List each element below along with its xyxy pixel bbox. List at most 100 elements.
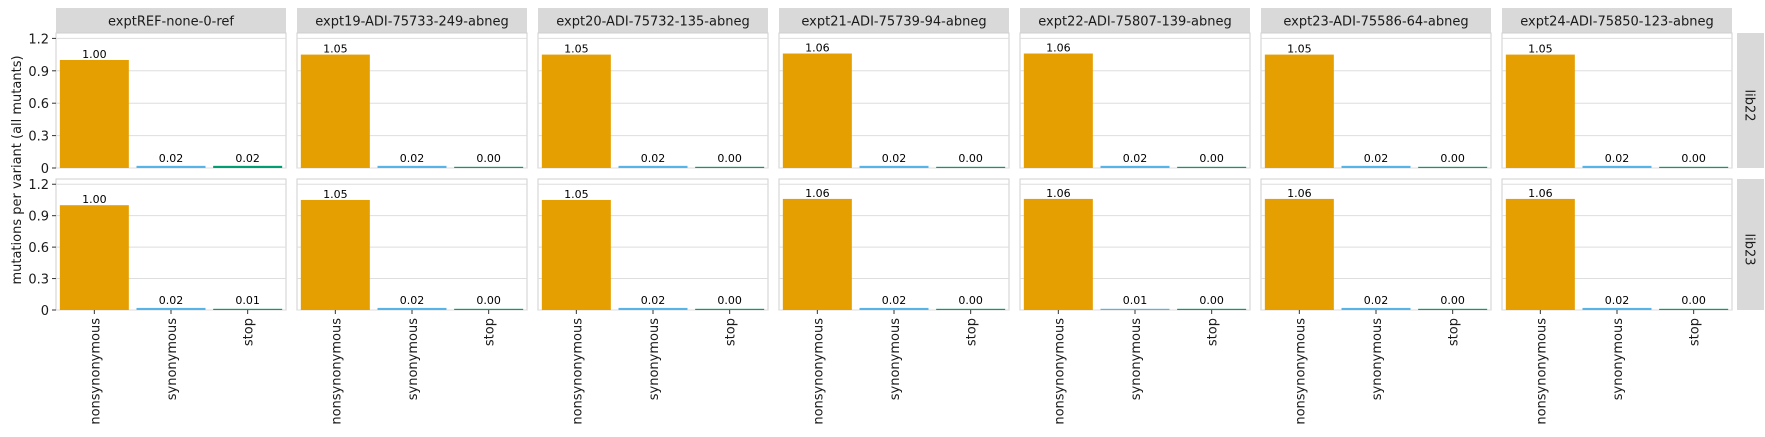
- bar-nonsynonymous: [1023, 53, 1093, 168]
- bar-value-label: 0.02: [235, 152, 260, 165]
- column-strip: [779, 8, 1009, 33]
- bar-value-label: 0.00: [958, 294, 983, 307]
- y-tick-label: 0.6: [28, 241, 49, 256]
- column-strip: [297, 8, 527, 33]
- bar-stop: [1659, 166, 1729, 168]
- bar-synonymous: [1341, 307, 1411, 310]
- bar-value-label: 0.02: [1123, 152, 1148, 165]
- bar-nonsynonymous: [541, 54, 611, 168]
- y-axis-title: mutations per variant (all mutants): [10, 55, 25, 284]
- bar-nonsynonymous: [782, 198, 852, 310]
- bar-stop: [213, 308, 283, 310]
- y-tick-label: 0: [41, 304, 49, 319]
- x-tick-label: nonsynonymous: [329, 318, 344, 425]
- bar-nonsynonymous: [1505, 54, 1575, 168]
- bar-stop: [1659, 308, 1729, 310]
- bar-value-label: 1.00: [82, 193, 107, 206]
- bar-value-label: 0.02: [400, 152, 425, 165]
- x-tick-label: stop: [1688, 318, 1703, 346]
- bar-nonsynonymous: [782, 53, 852, 168]
- bar-synonymous: [859, 165, 929, 168]
- bar-value-label: 0.01: [1123, 294, 1148, 307]
- bar-nonsynonymous: [1264, 198, 1334, 310]
- bar-synonymous: [377, 307, 447, 310]
- bar-stop: [695, 308, 765, 310]
- bar-synonymous: [377, 165, 447, 168]
- bar-synonymous: [1100, 165, 1170, 168]
- x-tick-label: synonymous: [1129, 318, 1144, 400]
- column-strip: [1261, 8, 1491, 33]
- x-tick-label: stop: [1206, 318, 1221, 346]
- bar-synonymous: [1582, 307, 1652, 310]
- bar-value-label: 0.02: [882, 152, 907, 165]
- column-strip-label: expt24-ADI-75850-123-abneg: [1520, 15, 1713, 30]
- bar-value-label: 0.02: [641, 152, 666, 165]
- y-tick-label: 1.2: [28, 178, 49, 193]
- x-tick-label: synonymous: [647, 318, 662, 400]
- bar-value-label: 1.06: [1528, 187, 1553, 200]
- bar-value-label: 0.02: [159, 152, 184, 165]
- bar-value-label: 0.00: [476, 294, 501, 307]
- bar-value-label: 1.00: [82, 48, 107, 61]
- bar-value-label: 0.00: [1440, 152, 1465, 165]
- x-tick-label: stop: [724, 318, 739, 346]
- bar-value-label: 0.00: [1440, 294, 1465, 307]
- column-strip-label: expt22-ADI-75807-139-abneg: [1038, 15, 1231, 30]
- y-tick-label: 0.6: [28, 97, 49, 112]
- bar-value-label: 0.02: [159, 294, 184, 307]
- bar-nonsynonymous: [300, 199, 370, 310]
- bar-synonymous: [618, 307, 688, 310]
- bar-stop: [213, 165, 283, 168]
- bar-stop: [1177, 308, 1247, 310]
- row-strip-label: lib23: [1742, 233, 1757, 265]
- bar-value-label: 1.06: [805, 42, 830, 55]
- bar-synonymous: [1100, 308, 1170, 310]
- bar-stop: [695, 166, 765, 168]
- x-tick-label: stop: [242, 318, 257, 346]
- bar-value-label: 0.00: [717, 294, 742, 307]
- column-strip-label: expt23-ADI-75586-64-abneg: [1283, 15, 1468, 30]
- column-strip-label: expt20-ADI-75732-135-abneg: [556, 15, 749, 30]
- bar-value-label: 0.02: [400, 294, 425, 307]
- y-tick-label: 0: [41, 162, 49, 177]
- bar-value-label: 1.06: [805, 187, 830, 200]
- column-strip-label: expt21-ADI-75739-94-abneg: [801, 15, 986, 30]
- bar-synonymous: [1341, 165, 1411, 168]
- facet-grid: exptREF-none-0-ref 1.00 0.02 0.02 0 0.3 0.6 0.9…: [28, 8, 1764, 425]
- bar-value-label: 0.00: [1681, 152, 1706, 165]
- bar-value-label: 1.06: [1046, 42, 1071, 55]
- bar-nonsynonymous: [1505, 198, 1575, 310]
- bar-synonymous: [136, 165, 206, 168]
- x-tick-label: nonsynonymous: [811, 318, 826, 425]
- column-strip: [538, 8, 768, 33]
- bar-value-label: 1.05: [564, 188, 589, 201]
- column-strip: [1502, 8, 1732, 33]
- row-strip: [1737, 33, 1764, 168]
- bar-value-label: 0.00: [476, 152, 501, 165]
- y-tick-label: 0.3: [28, 273, 49, 288]
- bar-stop: [454, 166, 524, 168]
- row-strip: [1737, 179, 1764, 310]
- bar-value-label: 0.00: [1199, 152, 1224, 165]
- bar-value-label: 0.00: [717, 152, 742, 165]
- x-tick-label: nonsynonymous: [1052, 318, 1067, 425]
- row-strip-label: lib22: [1742, 89, 1757, 121]
- bar-value-label: 1.05: [323, 188, 348, 201]
- bar-value-label: 0.00: [1199, 294, 1224, 307]
- bar-value-label: 0.02: [1605, 152, 1630, 165]
- bar-value-label: 1.05: [323, 43, 348, 56]
- x-tick-label: nonsynonymous: [88, 318, 103, 425]
- x-tick-label: stop: [1447, 318, 1462, 346]
- bar-nonsynonymous: [1264, 54, 1334, 168]
- bar-value-label: 0.02: [1364, 294, 1389, 307]
- bar-value-label: 1.05: [564, 43, 589, 56]
- x-tick-label: synonymous: [406, 318, 421, 400]
- bar-nonsynonymous: [300, 54, 370, 168]
- bar-value-label: 1.05: [1287, 43, 1312, 56]
- x-tick-label: synonymous: [888, 318, 903, 400]
- x-tick-label: stop: [483, 318, 498, 346]
- bar-stop: [936, 308, 1006, 310]
- bar-value-label: 0.01: [235, 294, 260, 307]
- bar-synonymous: [859, 307, 929, 310]
- bar-synonymous: [136, 307, 206, 310]
